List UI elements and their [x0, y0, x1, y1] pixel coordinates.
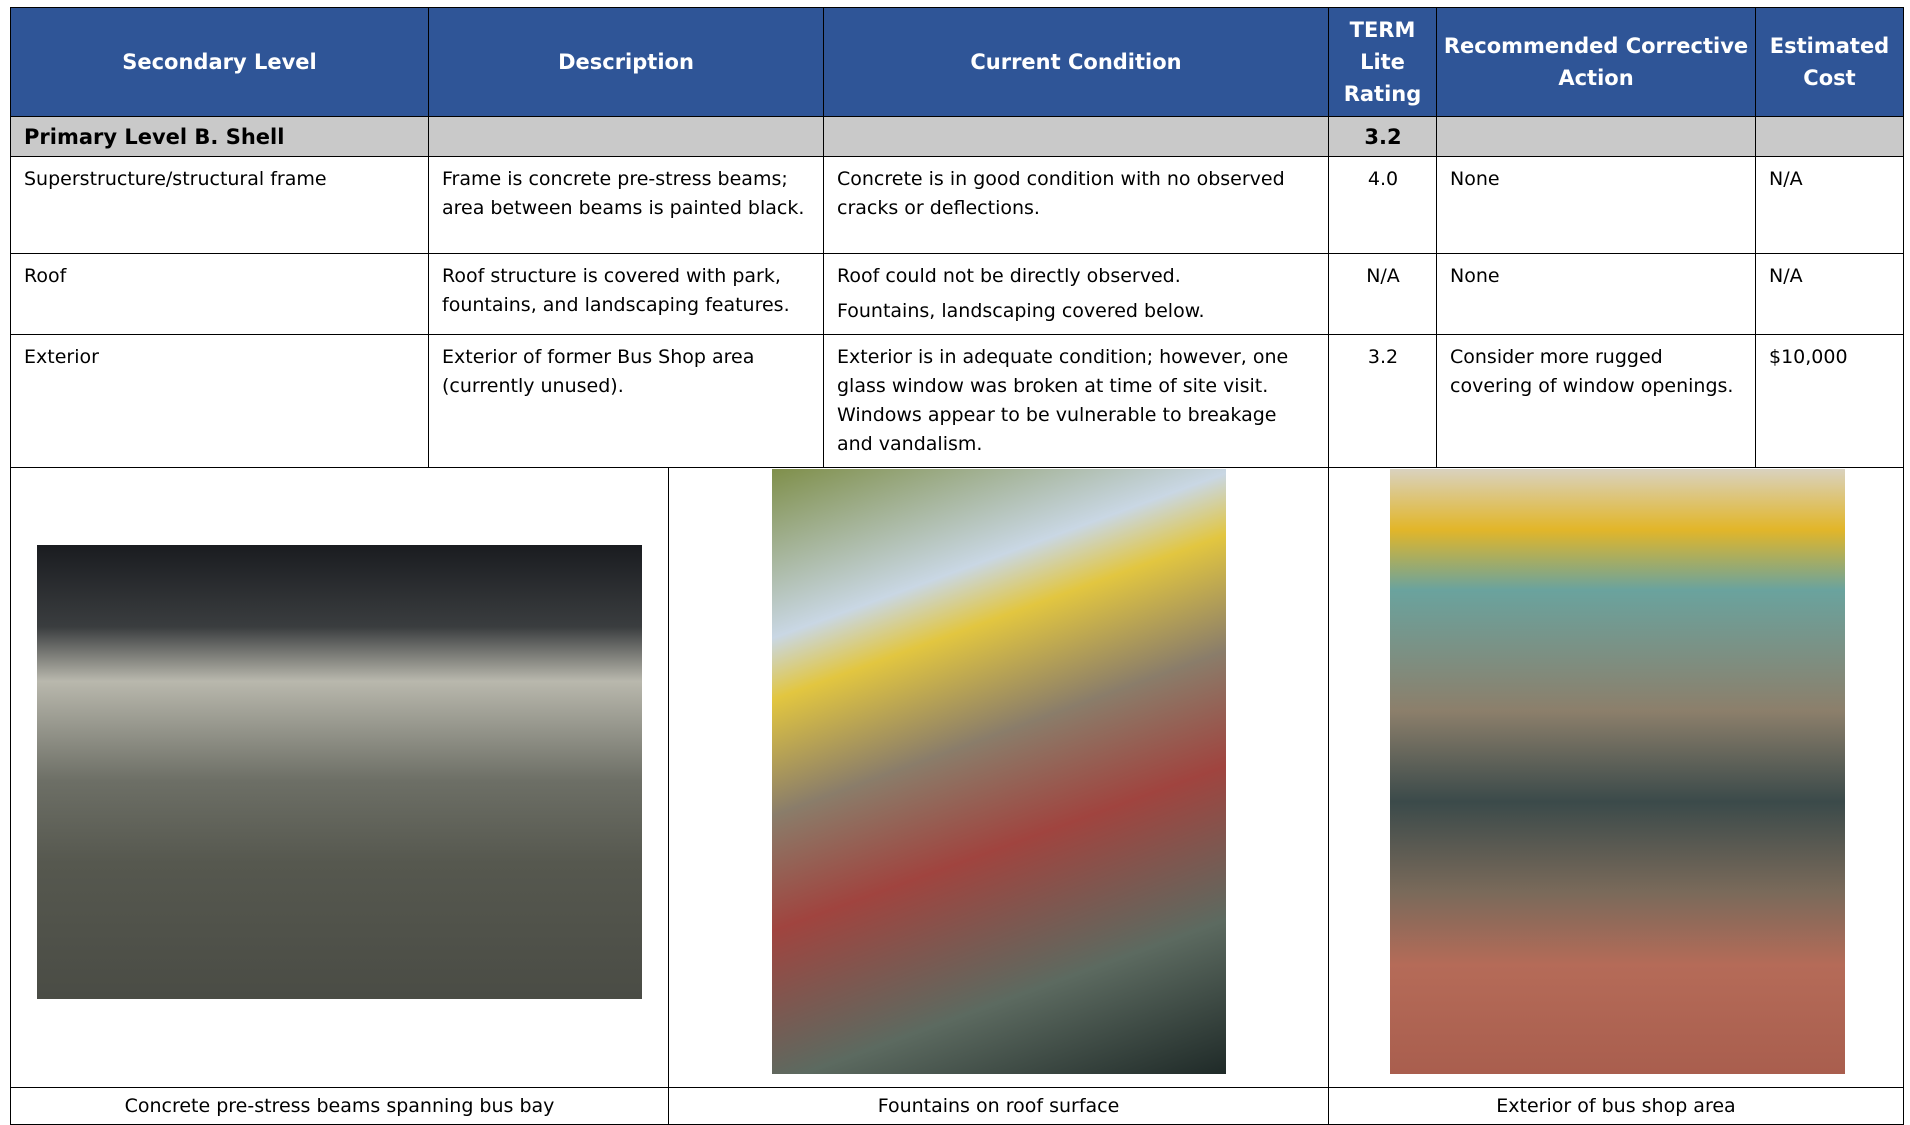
photo-caption: Exterior of bus shop area [1328, 1086, 1904, 1125]
cell: Exterior [10, 334, 429, 468]
cell: Roof could not be directly observed. Foun… [823, 253, 1329, 335]
cell: Roof structure is covered with park, fou… [428, 253, 824, 335]
cell: Exterior is in adequate condition; howev… [823, 334, 1329, 468]
photo-cell [668, 466, 1329, 1088]
photo-fountains [772, 468, 1226, 1074]
header-cell: Description [428, 7, 824, 117]
cell [1436, 116, 1756, 157]
assessment-table: Secondary Level Description Current Cond… [10, 7, 1904, 468]
photo-row [10, 466, 1904, 1088]
cell: Superstructure/structural frame [10, 156, 429, 254]
data-row: Superstructure/structural frame Frame is … [10, 156, 1904, 254]
cell [1755, 116, 1904, 157]
caption-row: Concrete pre-stress beams spanning bus b… [10, 1086, 1904, 1125]
cell: Roof [10, 253, 429, 335]
data-row: Exterior Exterior of former Bus Shop area… [10, 334, 1904, 468]
header-cell: Current Condition [823, 7, 1329, 117]
cell: None [1436, 253, 1756, 335]
photo-table: Concrete pre-stress beams spanning bus b… [10, 466, 1904, 1125]
header-cell: Secondary Level [10, 7, 429, 117]
header-cell: Estimated Cost [1755, 7, 1904, 117]
cell: $10,000 [1755, 334, 1904, 468]
cell [823, 116, 1329, 157]
cell: Concrete is in good condition with no ob… [823, 156, 1329, 254]
photo-bus-bay [37, 544, 642, 999]
photo-caption: Concrete pre-stress beams spanning bus b… [10, 1086, 669, 1125]
cell [428, 116, 824, 157]
cell: N/A [1755, 156, 1904, 254]
cell: Consider more rugged covering of window … [1436, 334, 1756, 468]
primary-row: Primary Level B. Shell 3.2 [10, 116, 1904, 157]
cell-paragraph: Exterior is in adequate condition; howev… [837, 346, 1289, 455]
report-table-wrap: Secondary Level Description Current Cond… [10, 7, 1904, 1125]
photo-cell [10, 466, 669, 1088]
cell-paragraph: Roof could not be directly observed. [837, 265, 1181, 287]
primary-label: Primary Level B. Shell [10, 116, 429, 157]
cell: Exterior of former Bus Shop area (curren… [428, 334, 824, 468]
header-row: Secondary Level Description Current Cond… [10, 7, 1904, 117]
cell: 3.2 [1328, 334, 1437, 468]
cell-paragraph: Fountains, landscaping covered below. [837, 300, 1205, 322]
cell: N/A [1328, 253, 1437, 335]
header-cell: Recommended Corrective Action [1436, 7, 1756, 117]
photo-caption: Fountains on roof surface [668, 1086, 1329, 1125]
header-cell: TERM Lite Rating [1328, 7, 1437, 117]
cell: N/A [1755, 253, 1904, 335]
cell: None [1436, 156, 1756, 254]
cell: Frame is concrete pre-stress beams; area… [428, 156, 824, 254]
photo-cell [1328, 466, 1904, 1088]
cell: 4.0 [1328, 156, 1437, 254]
data-row: Roof Roof structure is covered with park,… [10, 253, 1904, 335]
primary-rating: 3.2 [1328, 116, 1437, 157]
photo-bus-shop [1390, 468, 1845, 1074]
cell-paragraph: Concrete is in good condition with no ob… [837, 168, 1285, 219]
